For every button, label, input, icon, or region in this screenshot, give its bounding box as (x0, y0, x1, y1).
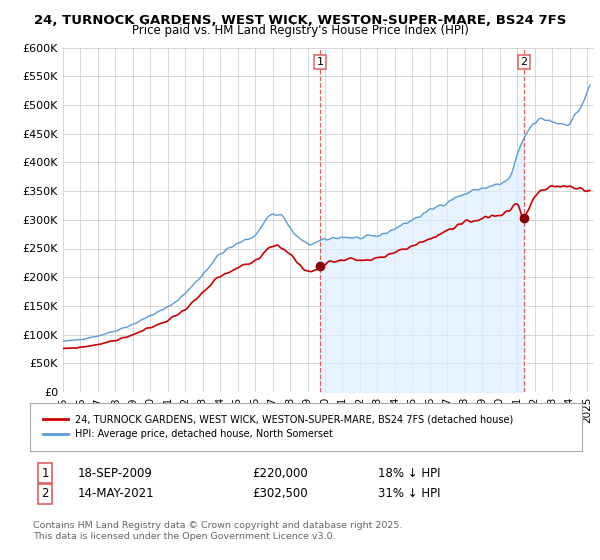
Text: 31% ↓ HPI: 31% ↓ HPI (378, 487, 440, 501)
Legend: 24, TURNOCK GARDENS, WEST WICK, WESTON-SUPER-MARE, BS24 7FS (detached house), HP: 24, TURNOCK GARDENS, WEST WICK, WESTON-S… (40, 412, 517, 442)
Text: 1: 1 (317, 57, 323, 67)
Text: £220,000: £220,000 (252, 466, 308, 480)
Text: 18-SEP-2009: 18-SEP-2009 (78, 466, 153, 480)
Text: 2: 2 (520, 57, 527, 67)
Text: 24, TURNOCK GARDENS, WEST WICK, WESTON-SUPER-MARE, BS24 7FS: 24, TURNOCK GARDENS, WEST WICK, WESTON-S… (34, 14, 566, 27)
Text: 14-MAY-2021: 14-MAY-2021 (78, 487, 155, 501)
Text: £302,500: £302,500 (252, 487, 308, 501)
Text: 18% ↓ HPI: 18% ↓ HPI (378, 466, 440, 480)
Text: 1: 1 (41, 466, 49, 480)
Text: Price paid vs. HM Land Registry's House Price Index (HPI): Price paid vs. HM Land Registry's House … (131, 24, 469, 37)
Text: Contains HM Land Registry data © Crown copyright and database right 2025.
This d: Contains HM Land Registry data © Crown c… (33, 521, 403, 540)
Text: 2: 2 (41, 487, 49, 501)
